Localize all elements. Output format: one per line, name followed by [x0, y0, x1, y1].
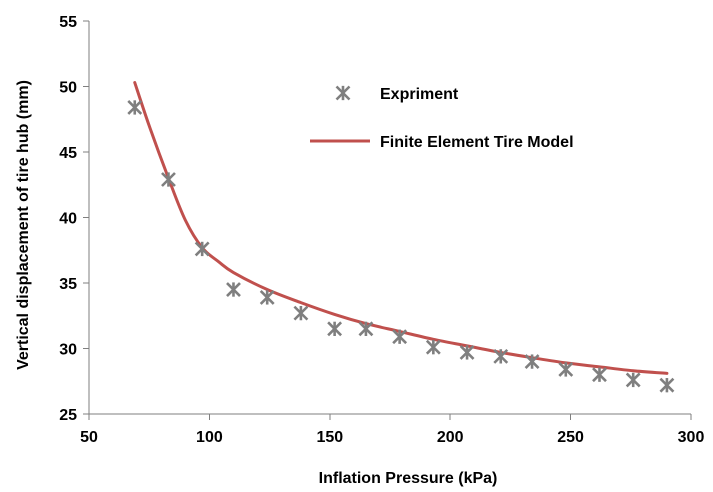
- data-point-expriment: [524, 354, 540, 370]
- y-axis-title: Vertical displacement of tire hub (mm): [15, 80, 32, 370]
- y-tick-label: 55: [59, 14, 77, 31]
- ticks: 25 30 35 40 45 50 55 50 100 150 200 250 300: [59, 14, 704, 446]
- x-tick-label: 100: [196, 429, 223, 446]
- data-point-expriment: [293, 305, 309, 321]
- x-tick-label: 250: [557, 429, 584, 446]
- data-point-expriment: [127, 100, 143, 115]
- data-point-expriment: [161, 172, 176, 187]
- data-point-expriment: [194, 241, 210, 257]
- data-point-expriment: [259, 289, 275, 305]
- axes: [88, 21, 691, 415]
- x-axis-title: Inflation Pressure (kPa): [319, 470, 498, 487]
- y-tick-label: 30: [59, 342, 77, 359]
- x-tick-label: 300: [678, 429, 705, 446]
- legend: Expriment Finite Element Tire Model: [310, 85, 574, 151]
- y-tick-label: 50: [59, 80, 77, 97]
- series: [127, 81, 675, 393]
- y-tick-label: 35: [59, 276, 77, 293]
- data-point-expriment: [226, 282, 241, 297]
- legend-marker-expriment: [335, 85, 351, 101]
- x-tick-label: 150: [316, 429, 343, 446]
- data-point-expriment: [493, 348, 509, 364]
- y-tick-label: 45: [59, 145, 77, 162]
- legend-label-expriment: Expriment: [380, 86, 459, 103]
- data-point-expriment: [625, 372, 641, 388]
- x-tick-label: 50: [80, 429, 98, 446]
- y-tick-label: 40: [59, 211, 77, 228]
- data-point-expriment: [358, 321, 374, 337]
- data-point-expriment: [592, 367, 607, 383]
- data-point-expriment: [558, 362, 574, 377]
- data-point-expriment: [327, 321, 343, 337]
- x-tick-label: 200: [437, 429, 464, 446]
- data-point-expriment: [392, 329, 408, 345]
- series-line-finite-element-tire-model: [133, 81, 669, 375]
- data-point-expriment: [459, 345, 475, 360]
- legend-label-finite-element-tire-model: Finite Element Tire Model: [380, 134, 574, 151]
- data-point-expriment: [425, 339, 441, 355]
- data-point-expriment: [659, 377, 675, 393]
- y-tick-label: 25: [59, 407, 77, 424]
- legend-asterisk-icon: [335, 85, 351, 101]
